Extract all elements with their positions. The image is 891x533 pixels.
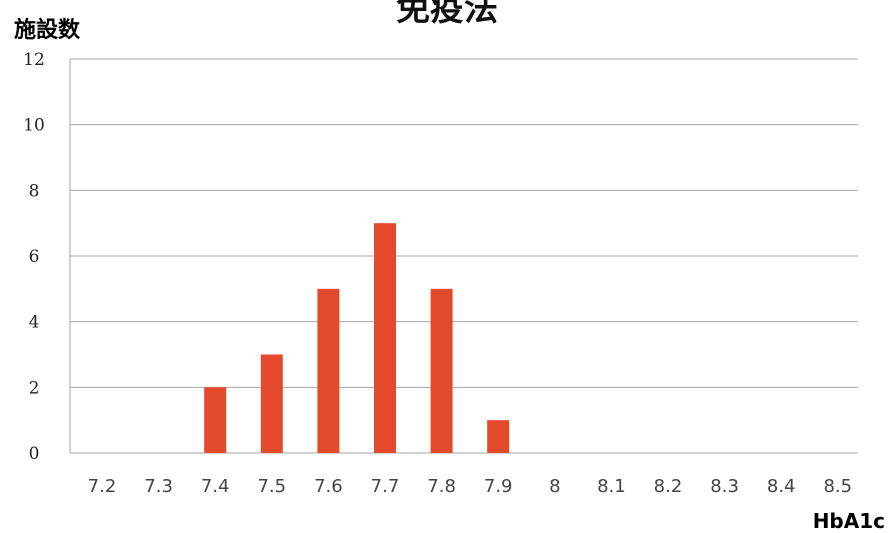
bar: [204, 387, 227, 453]
bar: [260, 354, 283, 453]
y-tick-label: 4: [29, 313, 40, 333]
bar: [374, 223, 396, 453]
bar: [430, 288, 453, 453]
x-tick-label: 7.3: [144, 476, 173, 497]
x-tick-label: 7.6: [314, 476, 343, 497]
y-tick-label: 10: [23, 116, 45, 136]
x-tick-label: 7.8: [427, 476, 456, 497]
y-axis-label: 施設数: [14, 17, 81, 43]
x-tick-label: 8.5: [823, 476, 852, 497]
x-tick-label: 7.5: [257, 476, 286, 497]
x-tick-label: 8: [549, 476, 560, 497]
y-tick-label: 6: [29, 247, 40, 267]
chart-title: 免疫法: [396, 0, 498, 29]
x-tick-label: 7.2: [88, 476, 117, 497]
x-tick-label: 7.4: [201, 476, 230, 497]
gridlines: [70, 58, 858, 454]
bar: [487, 420, 510, 453]
x-tick-label: 7.9: [484, 476, 513, 497]
x-tick-label: 8.3: [710, 476, 739, 497]
y-tick-label: 2: [29, 378, 40, 398]
x-tick-label: 8.2: [654, 476, 683, 497]
y-tick-label: 12: [23, 50, 45, 70]
y-tick-label: 8: [29, 181, 40, 201]
x-tick-label: 8.4: [767, 476, 796, 497]
x-tick-label: 8.1: [597, 476, 626, 497]
x-axis-ticks: 7.2 7.3 7.4 7.5 7.6 7.7 7.8 7.9 8 8.1 8.2 8.3 8.4 8.5: [88, 476, 852, 497]
y-axis-ticks: 0 2 4 6 8 10 12: [23, 50, 45, 464]
y-tick-label: 0: [29, 444, 40, 464]
bar: [317, 288, 340, 453]
x-tick-label: 7.7: [371, 476, 400, 497]
bars: [204, 223, 510, 453]
x-axis-label: HbA1c: [813, 509, 885, 533]
